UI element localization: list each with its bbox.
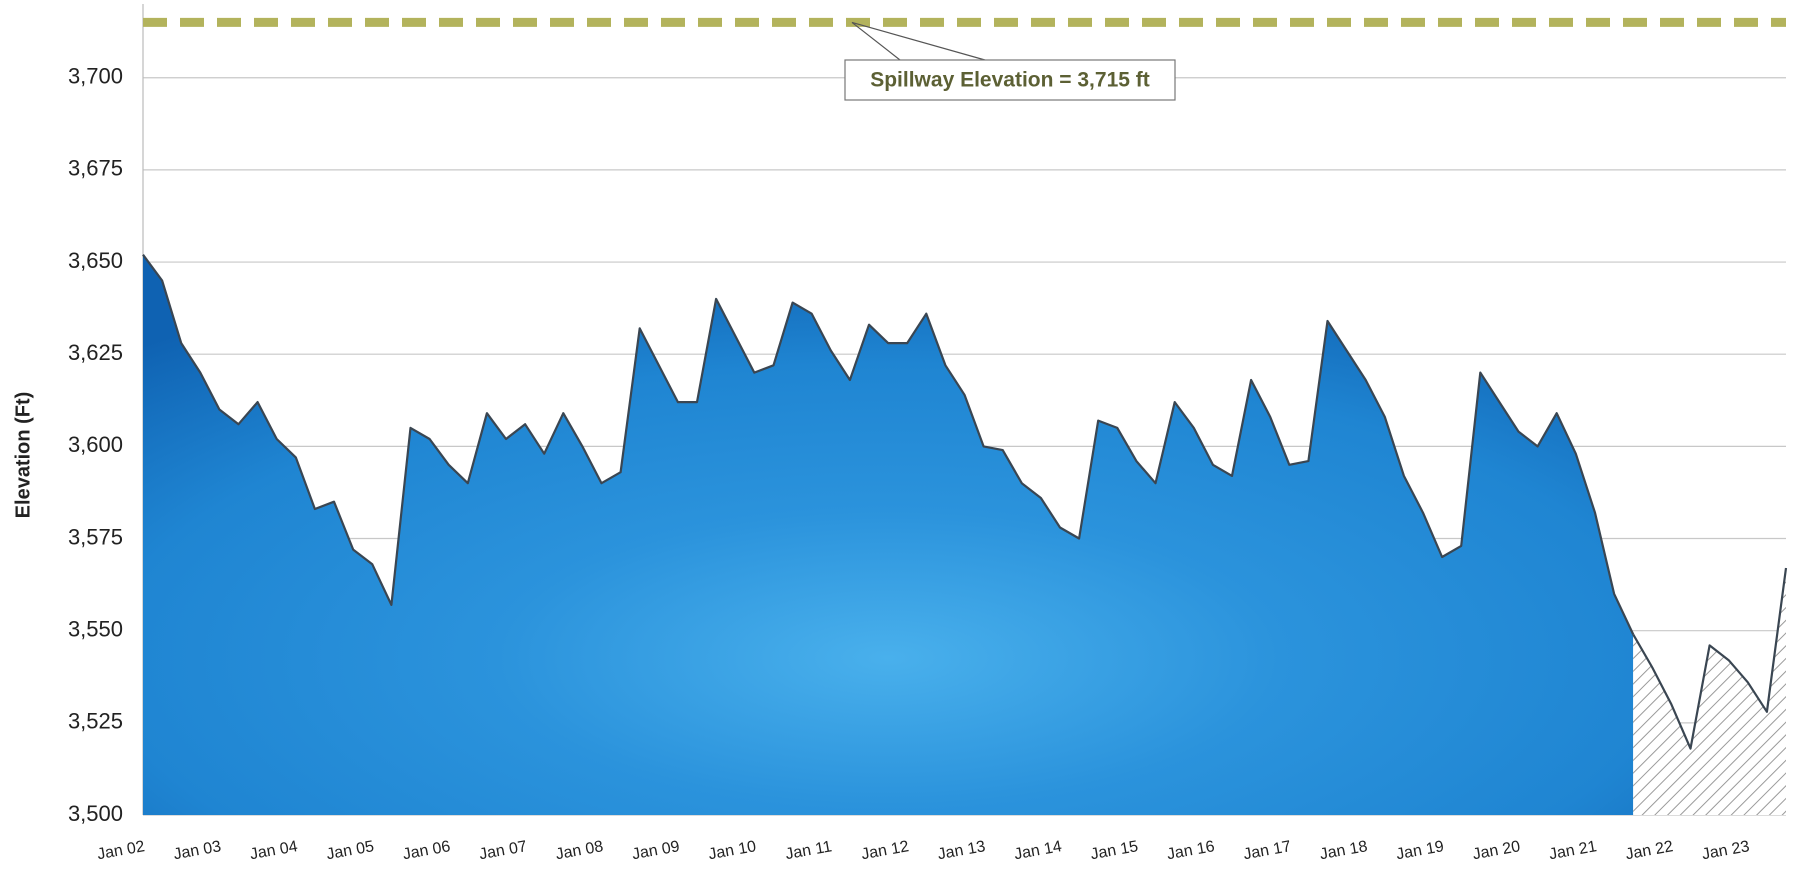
annotation: Spillway Elevation = 3,715 ft [870, 69, 1150, 92]
x-tick-label: Jan 12 [860, 838, 910, 863]
line [1632, 567, 1788, 750]
x-tick-label: Jan 15 [1089, 838, 1139, 863]
x-tick-label: Jan 02 [96, 838, 146, 863]
x-tick-label: Jan 22 [1624, 838, 1674, 863]
x-tick-label: Jan 19 [1395, 838, 1445, 863]
x-tick-label: Jan 03 [172, 838, 222, 863]
x-tick-label: Jan 21 [1548, 838, 1598, 863]
y-tick-label: 3,650 [68, 248, 123, 273]
annotation-box [844, 59, 1176, 101]
callout [851, 21, 986, 61]
y-tick-label: 3,675 [68, 156, 123, 181]
y-tick-label: 3,625 [68, 340, 123, 365]
x-tick-label: Jan 06 [401, 838, 451, 863]
callout [851, 21, 901, 61]
y-tick-label: 3,700 [68, 64, 123, 89]
x-tick-label: Jan 23 [1701, 838, 1751, 863]
y-tick-label: 3,500 [68, 801, 123, 826]
line [142, 254, 1635, 635]
y-tick-label: 3,600 [68, 432, 123, 457]
x-tick-label: Jan 17 [1242, 838, 1292, 863]
y-axis-label: Elevation (Ft) [12, 392, 34, 519]
x-tick-label: Jan 08 [554, 838, 604, 863]
x-tick-label: Jan 04 [249, 838, 299, 863]
x-tick-label: Jan 16 [1166, 838, 1216, 863]
x-tick-label: Jan 05 [325, 838, 375, 863]
x-tick-label: Jan 20 [1471, 838, 1521, 863]
x-tick-label: Jan 18 [1319, 838, 1369, 863]
x-tick-label: Jan 11 [784, 838, 833, 863]
y-tick-label: 3,575 [68, 524, 123, 549]
area [1633, 568, 1786, 815]
x-tick-label: Jan 14 [1013, 838, 1063, 863]
x-tick-label: Jan 13 [936, 838, 986, 863]
x-tick-label: Jan 10 [707, 838, 757, 863]
y-tick-label: 3,525 [68, 709, 123, 734]
x-tick-label: Jan 09 [631, 838, 681, 863]
y-tick-label: 3,550 [68, 616, 123, 641]
x-tick-label: Jan 07 [478, 838, 528, 863]
area [143, 254, 1634, 815]
